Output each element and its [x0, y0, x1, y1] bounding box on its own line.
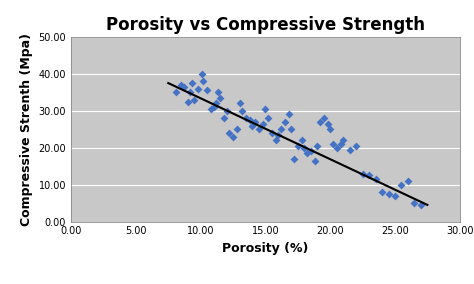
Point [255, 127, 263, 131]
Point [272, 138, 280, 143]
Point [264, 116, 272, 120]
Point [372, 177, 379, 181]
Point [327, 127, 334, 131]
Point [198, 72, 206, 76]
Point [313, 144, 321, 148]
Point [223, 108, 230, 113]
Point [214, 90, 221, 95]
Point [200, 79, 207, 83]
Point [177, 83, 185, 87]
Point [398, 182, 405, 187]
Point [324, 122, 331, 126]
Point [277, 127, 285, 131]
Point [320, 116, 328, 120]
Point [268, 131, 276, 135]
Point [294, 144, 301, 148]
Point [251, 120, 259, 124]
Point [329, 142, 337, 146]
Point [337, 142, 345, 146]
Point [311, 158, 319, 163]
Y-axis label: Compressive Strenth (Mpa): Compressive Strenth (Mpa) [20, 33, 33, 226]
Point [229, 134, 237, 139]
Point [385, 192, 392, 196]
Point [365, 173, 373, 178]
Point [207, 106, 215, 111]
Point [212, 101, 220, 106]
Point [180, 85, 188, 89]
Point [238, 108, 246, 113]
Point [233, 127, 241, 131]
Point [333, 145, 340, 150]
Point [298, 138, 306, 143]
Point [307, 149, 315, 154]
Point [186, 90, 194, 95]
Point [184, 99, 191, 104]
Point [281, 120, 289, 124]
Point [285, 112, 292, 117]
Point [194, 86, 202, 91]
Point [203, 88, 211, 93]
Point [259, 122, 267, 126]
Point [378, 190, 386, 194]
Point [191, 97, 198, 102]
Point [236, 101, 243, 106]
Point [246, 118, 254, 122]
Point [359, 171, 366, 176]
Point [301, 145, 308, 150]
Point [210, 105, 218, 109]
Point [262, 106, 269, 111]
Point [242, 116, 250, 120]
Point [225, 131, 233, 135]
Point [249, 123, 256, 128]
Point [290, 156, 298, 161]
Title: Porosity vs Compressive Strength: Porosity vs Compressive Strength [106, 16, 425, 34]
Point [220, 116, 228, 120]
Point [172, 90, 180, 95]
Point [391, 193, 399, 198]
Point [417, 203, 425, 207]
Point [346, 147, 354, 152]
Point [216, 95, 224, 100]
Point [316, 120, 324, 124]
Point [404, 179, 412, 183]
Point [303, 151, 310, 156]
Point [352, 144, 360, 148]
Point [274, 132, 282, 137]
Point [188, 81, 195, 85]
X-axis label: Porosity (%): Porosity (%) [222, 242, 309, 255]
Point [339, 138, 347, 143]
Point [410, 201, 418, 205]
Point [288, 127, 295, 131]
